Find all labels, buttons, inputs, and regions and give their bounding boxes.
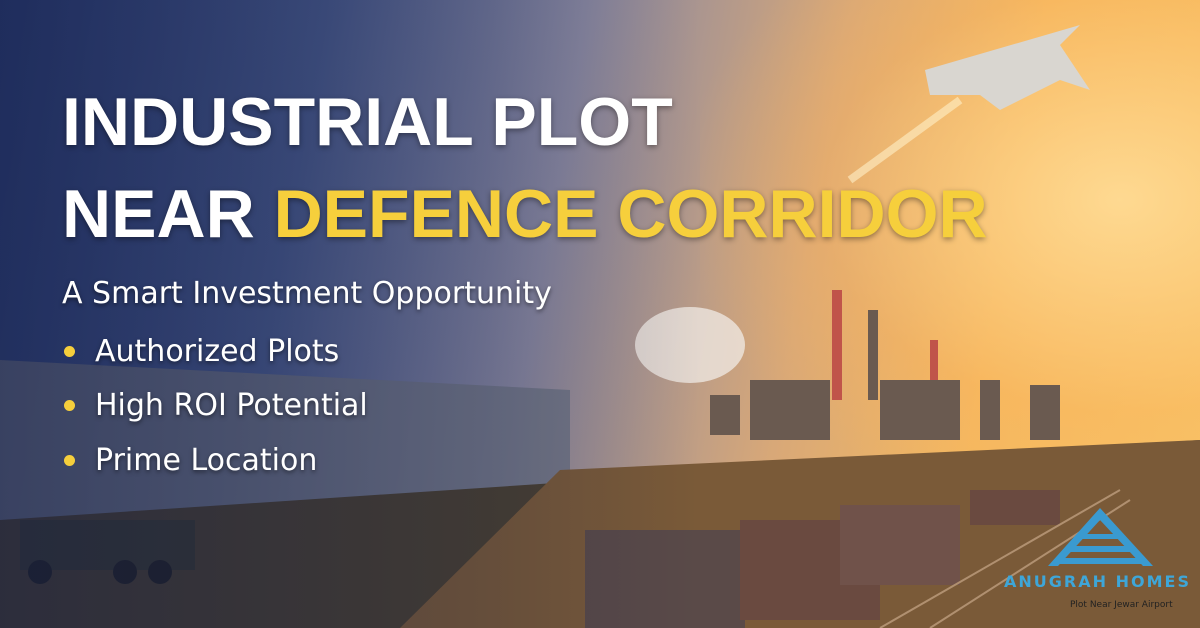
subtitle: A Smart Investment Opportunity (62, 276, 552, 311)
factory-skyline (710, 290, 1060, 440)
bullet-item: High ROI Potential (64, 388, 368, 423)
bullet-dot-icon (64, 400, 75, 411)
brand-logo: ANUGRAH HOMES Plot Near Jewar Airport (1000, 500, 1200, 625)
bullet-item: Prime Location (64, 443, 317, 478)
fighter-jet-icon (847, 25, 1090, 184)
headline-highlight: DEFENCE CORRIDOR (273, 176, 988, 252)
bullet-dot-icon (64, 346, 75, 357)
headline-line1: INDUSTRIAL PLOT (62, 84, 673, 160)
bullet-text: Authorized Plots (95, 334, 340, 369)
bullet-item: Authorized Plots (64, 334, 339, 369)
pyramid-logo-icon (1047, 508, 1153, 566)
logo-name: ANUGRAH HOMES (1004, 572, 1191, 591)
bullet-text: High ROI Potential (95, 388, 368, 423)
headline-prefix: NEAR (62, 176, 274, 252)
headline-line2: NEAR DEFENCE CORRIDOR (62, 180, 988, 248)
bullet-text: Prime Location (95, 443, 318, 478)
bullet-dot-icon (64, 455, 75, 466)
text-overlay-shade (0, 0, 700, 628)
logo-tagline: Plot Near Jewar Airport (1070, 600, 1173, 610)
